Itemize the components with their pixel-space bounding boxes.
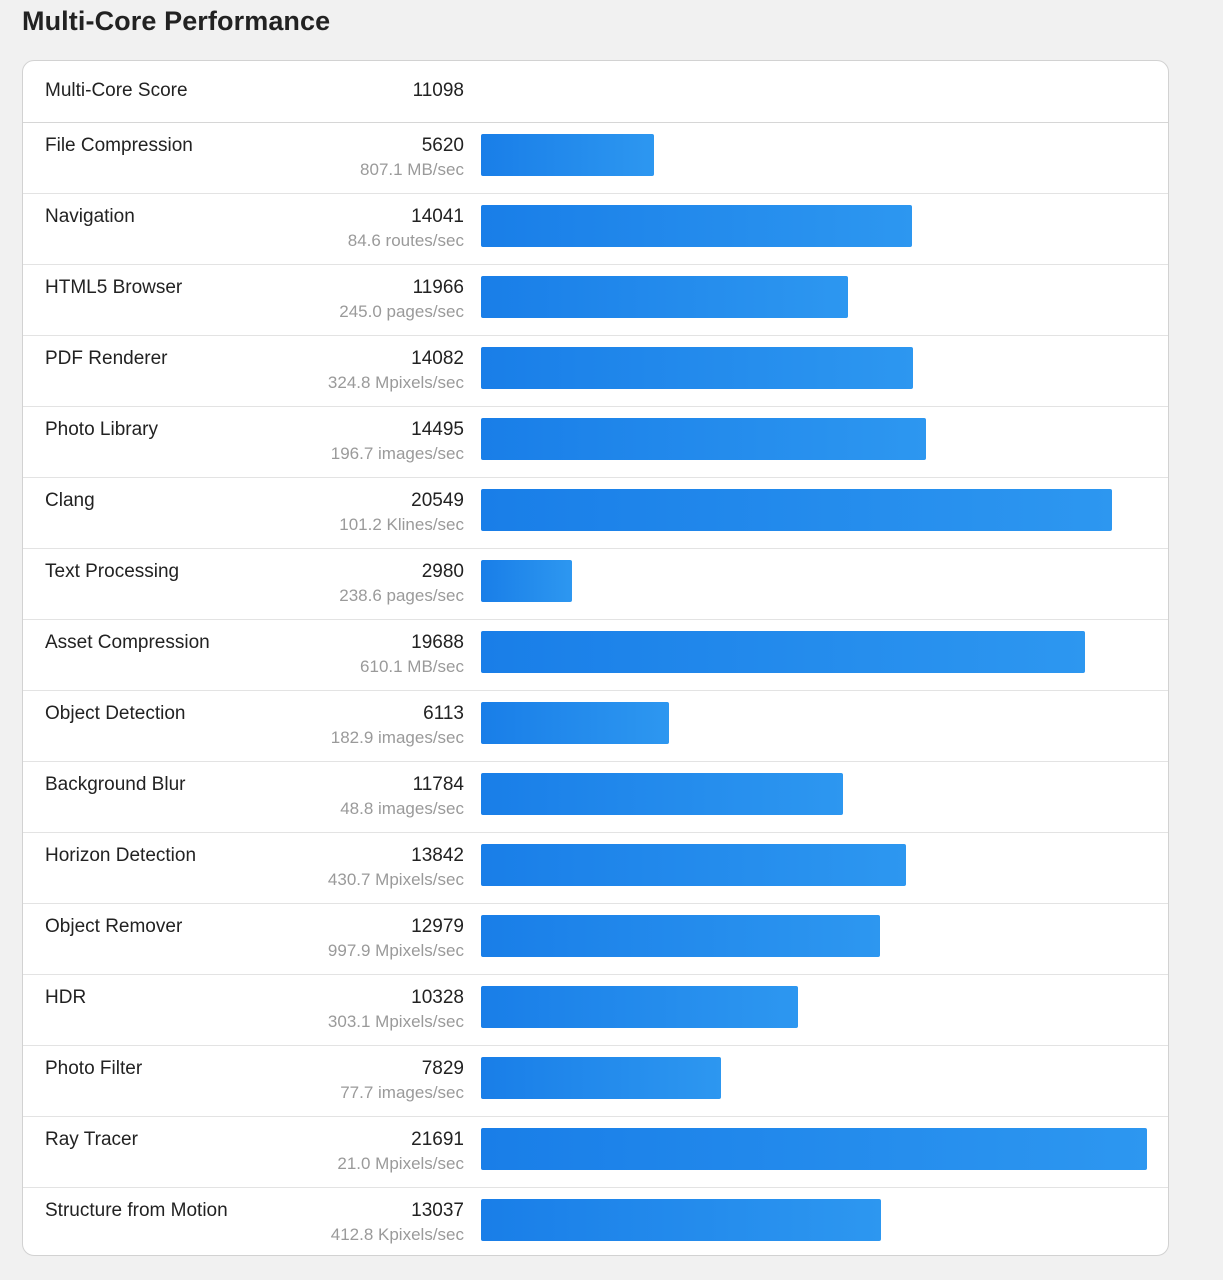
benchmark-bar xyxy=(481,489,1112,531)
benchmark-rate: 807.1 MB/sec xyxy=(360,160,464,179)
benchmark-row: Horizon Detection 13842 430.7 Mpixels/sec xyxy=(23,833,1168,904)
benchmark-name: File Compression xyxy=(45,135,193,156)
benchmark-bar xyxy=(481,631,1085,673)
benchmark-score: 11784 xyxy=(412,774,464,795)
benchmark-rate: 997.9 Mpixels/sec xyxy=(327,941,464,960)
benchmark-rate: 196.7 images/sec xyxy=(330,444,464,463)
benchmark-row: Text Processing 2980 238.6 pages/sec xyxy=(23,549,1168,620)
benchmark-row: File Compression 5620 807.1 MB/sec xyxy=(23,123,1168,194)
benchmark-score: 2980 xyxy=(421,561,464,582)
benchmark-bar xyxy=(481,773,843,815)
benchmark-score: 19688 xyxy=(411,632,464,653)
benchmark-score: 12979 xyxy=(411,916,464,937)
benchmark-bar xyxy=(481,1057,721,1099)
benchmark-row: Object Detection 6113 182.9 images/sec xyxy=(23,691,1168,762)
benchmark-bar xyxy=(481,560,572,602)
benchmark-row: Object Remover 12979 997.9 Mpixels/sec xyxy=(23,904,1168,975)
benchmark-rate: 610.1 MB/sec xyxy=(360,657,464,676)
benchmark-bar xyxy=(481,986,798,1028)
benchmark-row: Asset Compression 19688 610.1 MB/sec xyxy=(23,620,1168,691)
benchmark-bar xyxy=(481,276,848,318)
benchmark-rate: 238.6 pages/sec xyxy=(339,586,464,605)
benchmark-score: 14041 xyxy=(411,206,464,227)
benchmark-rate: 101.2 Klines/sec xyxy=(339,515,464,534)
benchmark-name: Object Remover xyxy=(45,916,183,937)
benchmark-rate: 48.8 images/sec xyxy=(340,799,464,818)
benchmark-score: 14082 xyxy=(411,348,464,369)
benchmark-row: HDR 10328 303.1 Mpixels/sec xyxy=(23,975,1168,1046)
benchmark-bar xyxy=(481,418,926,460)
benchmark-bar xyxy=(481,915,880,957)
benchmark-name: HTML5 Browser xyxy=(45,277,183,298)
benchmark-score: 7829 xyxy=(421,1058,464,1079)
benchmark-row: Structure from Motion 13037 412.8 Kpixels/… xyxy=(23,1188,1168,1255)
benchmark-score: 14495 xyxy=(411,419,464,440)
benchmark-name: Horizon Detection xyxy=(45,845,197,866)
summary-label: Multi-Core Score xyxy=(45,80,188,101)
page-title: Multi-Core Performance xyxy=(22,6,331,36)
benchmark-bar xyxy=(481,205,912,247)
benchmark-bar xyxy=(481,134,654,176)
benchmark-score: 13842 xyxy=(411,845,464,866)
benchmark-row: Ray Tracer 21691 21.0 Mpixels/sec xyxy=(23,1117,1168,1188)
benchmark-row: PDF Renderer 14082 324.8 Mpixels/sec xyxy=(23,336,1168,407)
benchmark-row: Photo Library 14495 196.7 images/sec xyxy=(23,407,1168,478)
benchmark-rate: 77.7 images/sec xyxy=(340,1083,464,1102)
benchmark-bar xyxy=(481,1199,881,1241)
benchmark-score: 5620 xyxy=(421,135,464,156)
benchmark-score: 10328 xyxy=(411,987,464,1008)
benchmark-rate: 84.6 routes/sec xyxy=(347,231,464,250)
benchmark-name: Navigation xyxy=(45,206,135,227)
results-card: Multi-Core Score 11098 File Compression 5… xyxy=(22,60,1169,1256)
benchmark-name: Photo Filter xyxy=(45,1058,143,1079)
summary-row: Multi-Core Score 11098 xyxy=(23,61,1168,123)
benchmark-bar xyxy=(481,844,906,886)
benchmark-name: Clang xyxy=(45,490,95,511)
benchmark-rate: 324.8 Mpixels/sec xyxy=(327,373,464,392)
benchmark-rate: 412.8 Kpixels/sec xyxy=(330,1225,464,1244)
benchmark-row: Photo Filter 7829 77.7 images/sec xyxy=(23,1046,1168,1117)
benchmark-bar xyxy=(481,702,669,744)
benchmark-score: 21691 xyxy=(411,1129,464,1150)
benchmark-name: PDF Renderer xyxy=(45,348,168,369)
benchmark-rate: 21.0 Mpixels/sec xyxy=(337,1154,464,1173)
summary-score: 11098 xyxy=(412,80,464,101)
benchmark-name: HDR xyxy=(45,987,87,1008)
benchmark-rate: 182.9 images/sec xyxy=(330,728,464,747)
benchmark-bar xyxy=(481,1128,1147,1170)
benchmark-name: Structure from Motion xyxy=(45,1200,228,1221)
benchmark-score: 6113 xyxy=(423,703,464,724)
benchmark-row: Background Blur 11784 48.8 images/sec xyxy=(23,762,1168,833)
benchmark-rate: 430.7 Mpixels/sec xyxy=(327,870,464,889)
benchmark-row: HTML5 Browser 11966 245.0 pages/sec xyxy=(23,265,1168,336)
benchmark-rate: 303.1 Mpixels/sec xyxy=(327,1012,464,1031)
benchmark-name: Asset Compression xyxy=(45,632,210,653)
benchmark-row: Clang 20549 101.2 Klines/sec xyxy=(23,478,1168,549)
benchmark-score: 20549 xyxy=(411,490,464,511)
benchmark-score: 13037 xyxy=(411,1200,464,1221)
benchmark-name: Text Processing xyxy=(45,561,180,582)
benchmark-score: 11966 xyxy=(412,277,464,298)
benchmark-row: Navigation 14041 84.6 routes/sec xyxy=(23,194,1168,265)
benchmark-rate: 245.0 pages/sec xyxy=(339,302,464,321)
benchmark-name: Background Blur xyxy=(45,774,186,795)
benchmark-name: Ray Tracer xyxy=(45,1129,138,1150)
benchmark-name: Object Detection xyxy=(45,703,186,724)
benchmark-name: Photo Library xyxy=(45,419,159,440)
benchmark-bar xyxy=(481,347,913,389)
